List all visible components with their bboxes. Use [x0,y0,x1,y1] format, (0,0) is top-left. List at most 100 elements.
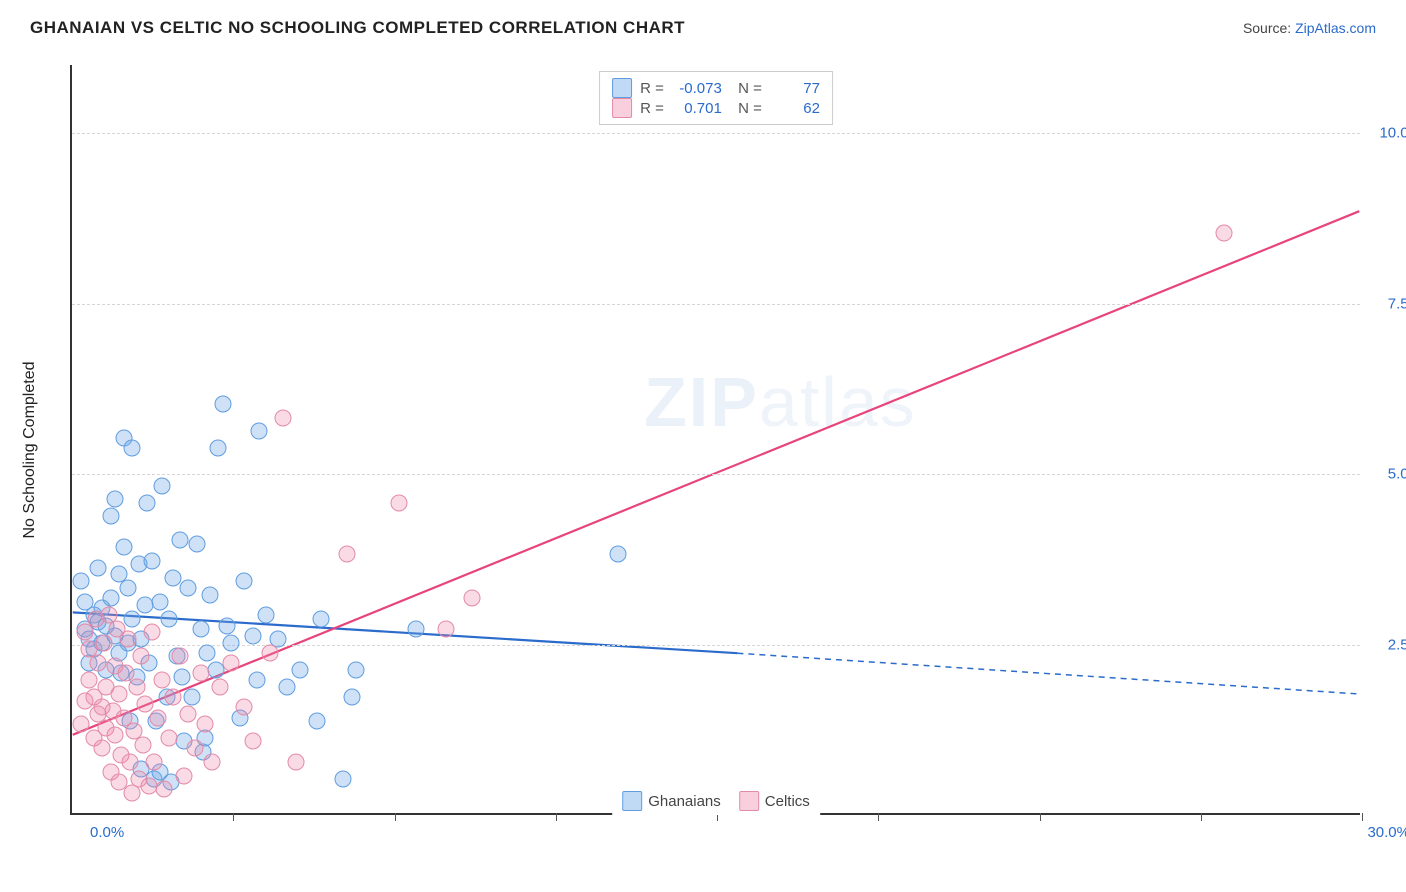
scatter-point-celtics [94,740,111,757]
x-tick [1362,813,1363,821]
scatter-point-ghanaians [102,508,119,525]
scatter-point-ghanaians [160,610,177,627]
x-tick [556,813,557,821]
y-tick-label: 5.0% [1367,466,1406,483]
scatter-point-celtics [81,672,98,689]
scatter-point-ghanaians [124,610,141,627]
scatter-point-celtics [145,753,162,770]
scatter-point-ghanaians [201,586,218,603]
legend-r-label: R = [640,80,664,97]
scatter-point-celtics [156,781,173,798]
source-attribution: Source: ZipAtlas.com [1243,20,1376,36]
gridline [72,474,1360,475]
scatter-point-celtics [438,620,455,637]
scatter-point-ghanaians [119,580,136,597]
scatter-point-ghanaians [154,477,171,494]
scatter-point-celtics [203,753,220,770]
legend-r-value-1: 0.701 [672,100,722,117]
scatter-point-ghanaians [180,580,197,597]
gridline [72,133,1360,134]
scatter-point-celtics [171,648,188,665]
scatter-point-celtics [339,545,356,562]
scatter-point-ghanaians [257,607,274,624]
scatter-point-ghanaians [334,770,351,787]
scatter-point-celtics [150,709,167,726]
source-link[interactable]: ZipAtlas.com [1295,20,1376,36]
x-axis-max-label: 30.0% [1367,824,1406,841]
scatter-point-ghanaians [184,689,201,706]
scatter-point-ghanaians [251,423,268,440]
scatter-point-ghanaians [107,491,124,508]
scatter-point-celtics [463,590,480,607]
scatter-point-celtics [287,753,304,770]
scatter-point-ghanaians [171,532,188,549]
scatter-point-celtics [1216,225,1233,242]
legend-n-value-1: 62 [770,100,820,117]
scatter-point-ghanaians [143,552,160,569]
scatter-point-celtics [197,716,214,733]
plot-area: ZIPatlas R = -0.073 N = 77 R = 0.701 N =… [70,65,1360,815]
legend-item-celtics: Celtics [739,791,810,811]
scatter-point-celtics [107,726,124,743]
scatter-point-celtics [274,409,291,426]
scatter-point-celtics [134,736,151,753]
legend-swatch-blue [612,78,632,98]
legend-n-value-0: 77 [770,80,820,97]
trend-line-dashed [737,653,1359,694]
scatter-point-ghanaians [248,672,265,689]
scatter-point-ghanaians [313,610,330,627]
x-axis-min-label: 0.0% [90,824,124,841]
legend-r-value-0: -0.073 [672,80,722,97]
scatter-point-celtics [160,730,177,747]
scatter-point-ghanaians [408,620,425,637]
y-axis-label: No Schooling Completed [21,362,39,539]
scatter-point-ghanaians [347,661,364,678]
scatter-point-ghanaians [72,573,89,590]
x-tick [1201,813,1202,821]
scatter-point-ghanaians [343,689,360,706]
scatter-point-ghanaians [244,627,261,644]
legend-label: Celtics [765,793,810,810]
scatter-point-ghanaians [193,620,210,637]
scatter-point-celtics [143,624,160,641]
scatter-point-ghanaians [188,535,205,552]
scatter-point-celtics [76,624,93,641]
x-tick [233,813,234,821]
legend-swatch-blue [622,791,642,811]
scatter-point-celtics [223,655,240,672]
legend-row-ghanaians: R = -0.073 N = 77 [612,78,820,98]
source-label: Source: [1243,20,1291,36]
scatter-point-celtics [154,672,171,689]
x-tick [395,813,396,821]
scatter-point-ghanaians [218,617,235,634]
chart-container: No Schooling Completed ZIPatlas R = -0.0… [50,55,1380,845]
scatter-point-celtics [137,695,154,712]
scatter-point-celtics [186,740,203,757]
scatter-point-celtics [122,753,139,770]
scatter-point-ghanaians [173,668,190,685]
y-tick-label: 10.0% [1367,125,1406,142]
scatter-point-ghanaians [236,573,253,590]
scatter-point-celtics [132,648,149,665]
scatter-point-celtics [96,634,113,651]
y-tick-label: 7.5% [1367,295,1406,312]
scatter-point-celtics [72,716,89,733]
scatter-point-celtics [119,631,136,648]
x-tick [1040,813,1041,821]
scatter-point-ghanaians [309,712,326,729]
x-tick [878,813,879,821]
scatter-point-ghanaians [199,644,216,661]
legend-n-label: N = [730,100,762,117]
scatter-point-celtics [111,685,128,702]
scatter-point-celtics [261,644,278,661]
scatter-point-celtics [236,699,253,716]
scatter-point-ghanaians [124,440,141,457]
correlation-legend: R = -0.073 N = 77 R = 0.701 N = 62 [599,71,833,125]
legend-item-ghanaians: Ghanaians [622,791,721,811]
gridline [72,304,1360,305]
legend-swatch-pink [612,98,632,118]
scatter-point-ghanaians [89,559,106,576]
scatter-point-celtics [180,706,197,723]
trend-lines [72,65,1360,813]
legend-swatch-pink [739,791,759,811]
